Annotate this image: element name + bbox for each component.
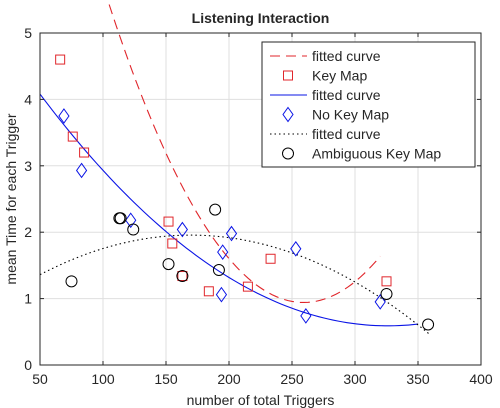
- legend-label: Key Map: [312, 68, 367, 84]
- circle-marker: [65, 275, 78, 288]
- chart-title: Listening Interaction: [192, 10, 330, 26]
- plot-frame: [39, 32, 482, 366]
- circle-marker: [209, 203, 222, 216]
- legend: fitted curve Key Map fitted curve No Key Ma…: [261, 41, 476, 168]
- y-axis-label: mean Time for each Trigger: [3, 113, 19, 285]
- square-marker: [55, 54, 66, 65]
- circle-marker: [282, 147, 294, 160]
- data-markers: [55, 54, 435, 331]
- x-tick-label: 300: [343, 371, 367, 387]
- circle-marker: [380, 287, 393, 300]
- square-marker: [167, 238, 178, 249]
- x-tick-label: 200: [217, 371, 241, 387]
- diamond-marker: [300, 308, 312, 324]
- fit-curve: [39, 93, 419, 327]
- y-tick-label: 0: [24, 357, 32, 373]
- y-tick-label: 3: [24, 158, 32, 174]
- circle-marker: [212, 264, 225, 277]
- x-tick-label: 100: [91, 371, 115, 387]
- legend-box: [261, 41, 476, 168]
- square-marker: [67, 131, 78, 142]
- legend-label: No Key Map: [312, 107, 389, 123]
- diamond-marker: [217, 244, 229, 260]
- circle-marker: [422, 318, 435, 331]
- square-marker: [79, 147, 90, 158]
- circle-marker: [127, 223, 140, 236]
- axis-ticks: 50 100 150 200 250 300 350 400 0 1 2 3 4 5: [24, 25, 493, 387]
- diamond-marker: [374, 294, 386, 310]
- legend-label: fitted curve: [312, 48, 381, 64]
- square-marker: [283, 70, 293, 81]
- diamond-marker: [75, 162, 88, 179]
- fit-curves: [39, 0, 431, 336]
- diamond-marker: [290, 240, 302, 257]
- diamond-marker: [225, 225, 238, 242]
- diamond-marker: [125, 212, 137, 229]
- diamond-marker: [58, 108, 70, 124]
- diamond-marker: [176, 221, 188, 238]
- square-marker: [242, 281, 253, 292]
- x-tick-label: 150: [154, 371, 178, 387]
- circle-marker: [176, 270, 189, 283]
- square-marker: [203, 286, 214, 297]
- diamond-marker: [282, 106, 294, 123]
- y-tick-label: 2: [24, 224, 32, 240]
- square-marker: [265, 253, 276, 264]
- y-tick-label: 5: [24, 25, 32, 41]
- square-marker: [381, 276, 392, 287]
- circle-marker: [114, 212, 127, 225]
- y-tick-label: 1: [24, 291, 32, 307]
- square-marker: [177, 271, 188, 282]
- x-tick-label: 50: [32, 371, 48, 387]
- circle-marker: [162, 258, 175, 271]
- square-marker: [163, 216, 174, 227]
- x-axis-label: number of total Triggers: [187, 392, 335, 408]
- diamond-marker: [215, 286, 228, 303]
- x-tick-label: 350: [406, 371, 430, 387]
- x-tick-label: 250: [280, 371, 304, 387]
- legend-label: fitted curve: [312, 126, 381, 142]
- legend-label: fitted curve: [312, 87, 381, 103]
- y-tick-label: 4: [24, 91, 32, 107]
- x-tick-label: 400: [469, 371, 493, 387]
- legend-label: Ambiguous Key Map: [312, 146, 441, 162]
- fit-curve: [39, 234, 431, 336]
